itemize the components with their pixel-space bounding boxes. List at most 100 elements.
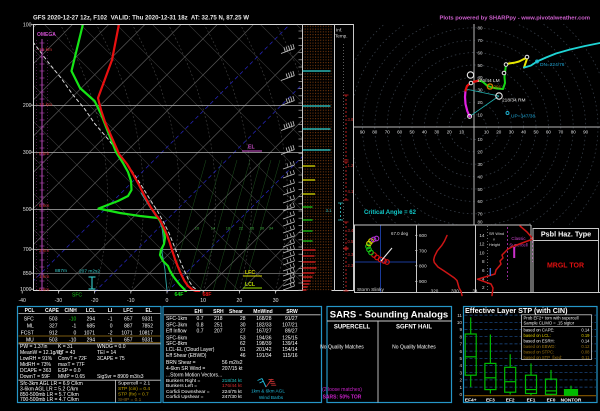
svg-text:9331: 9331 <box>142 317 153 323</box>
svg-text:27: 27 <box>240 328 246 334</box>
svg-text:30: 30 <box>434 130 440 135</box>
svg-text:30: 30 <box>240 323 246 329</box>
svg-text:5: 5 <box>459 356 462 361</box>
svg-text:3.1: 3.1 <box>326 208 332 213</box>
svg-text:0.12: 0.12 <box>581 344 590 349</box>
svg-text:168/28: 168/28 <box>256 316 272 322</box>
svg-text:DownT = 59F: DownT = 59F <box>20 374 50 380</box>
svg-text:139/14: 139/14 <box>282 341 298 347</box>
svg-text:based on CAPE:: based on CAPE: <box>524 327 555 332</box>
svg-text:3.4: 3.4 <box>348 228 354 233</box>
svg-text:176/44 kt: 176/44 kt <box>222 383 242 389</box>
svg-text:SUPERCELL: SUPERCELL <box>334 325 371 331</box>
svg-text:1.2: 1.2 <box>348 163 354 168</box>
svg-text:-1: -1 <box>108 317 113 323</box>
svg-text:320: 320 <box>431 288 439 293</box>
svg-text:- 12 km: - 12 km <box>36 102 52 108</box>
svg-text:LCL-EL (Cloud Layer): LCL-EL (Cloud Layer) <box>166 347 215 353</box>
svg-text:Supercell = 2.1: Supercell = 2.1 <box>118 381 150 387</box>
svg-text:Corfidi Downshear =: Corfidi Downshear = <box>166 389 210 395</box>
svg-text:-40: -40 <box>18 298 26 304</box>
svg-text:20: 20 <box>478 150 484 155</box>
svg-text:based on ESRH:: based on ESRH: <box>524 338 555 343</box>
svg-text:EF2: EF2 <box>506 398 515 404</box>
svg-text:107/21: 107/21 <box>282 323 298 329</box>
svg-text:4-6km SR Wind =: 4-6km SR Wind = <box>166 366 205 372</box>
svg-text:SRW: SRW <box>286 309 298 315</box>
svg-text:30: 30 <box>509 130 515 135</box>
svg-text:56 m2/s2: 56 m2/s2 <box>222 360 243 366</box>
svg-text:4: 4 <box>459 363 462 368</box>
svg-text:EL: EL <box>146 308 152 314</box>
svg-text:20: 20 <box>447 130 453 135</box>
svg-text:700: 700 <box>23 247 32 253</box>
svg-text:GFS 2020-12-27 12z, F102 VALI: GFS 2020-12-27 12z, F102 VALID: Thu 2020… <box>33 15 249 22</box>
svg-text:0: 0 <box>74 331 77 337</box>
svg-text:LCL: LCL <box>86 308 96 314</box>
svg-text:89/27: 89/27 <box>285 328 298 334</box>
svg-text:0: 0 <box>166 298 169 304</box>
svg-text:40: 40 <box>422 130 428 135</box>
svg-text:685: 685 <box>87 324 96 330</box>
svg-text:198/39: 198/39 <box>256 341 272 347</box>
svg-text:20: 20 <box>237 298 243 304</box>
svg-text:Bunkers Right =: Bunkers Right = <box>166 378 200 384</box>
svg-text:80: 80 <box>571 130 577 135</box>
svg-text:MnWind: MnWind <box>253 309 272 315</box>
svg-text:10: 10 <box>457 320 463 325</box>
svg-text:0.19: 0.19 <box>581 333 590 338</box>
svg-text:SR Wind: SR Wind <box>489 232 504 236</box>
svg-text:294: 294 <box>87 338 96 344</box>
svg-text:90: 90 <box>583 130 589 135</box>
svg-text:ESP = 0.0: ESP = 0.0 <box>58 368 81 374</box>
svg-text:-1: -1 <box>108 338 113 344</box>
svg-text:Shear: Shear <box>229 309 243 315</box>
svg-text:based on STPC:: based on STPC: <box>524 349 555 354</box>
svg-text:91/27: 91/27 <box>285 316 298 322</box>
svg-text:900: 900 <box>419 279 427 284</box>
svg-text:80: 80 <box>478 26 484 31</box>
svg-text:EF3: EF3 <box>486 398 495 404</box>
svg-text:14: 14 <box>479 233 485 238</box>
svg-text:- 6 km: - 6 km <box>36 203 49 209</box>
svg-text:0.14: 0.14 <box>581 338 590 343</box>
svg-text:Classic: Classic <box>511 236 526 241</box>
svg-text:DCAPE = 363: DCAPE = 363 <box>20 368 51 374</box>
svg-text:61: 61 <box>240 347 246 353</box>
svg-text:191/34: 191/34 <box>256 353 272 359</box>
svg-text:Psbl Haz. Type: Psbl Haz. Type <box>541 230 591 239</box>
svg-text:700: 700 <box>419 248 427 253</box>
svg-text:SARS - Sounding Analogs: SARS - Sounding Analogs <box>330 310 448 321</box>
svg-text:SRH: SRH <box>213 309 224 315</box>
svg-text:Prob EF2+ torn with supercell: Prob EF2+ torn with supercell <box>524 315 579 320</box>
svg-text:MU: MU <box>26 338 34 344</box>
svg-text:Sample CLIMO = .15 sigtor: Sample CLIMO = .15 sigtor <box>524 320 575 325</box>
svg-text:0.11: 0.11 <box>582 355 591 360</box>
svg-text:LFC: LFC <box>245 270 255 276</box>
svg-text:80: 80 <box>478 220 484 225</box>
svg-text:-10: -10 <box>69 338 76 344</box>
svg-text:EF0: EF0 <box>547 398 556 404</box>
svg-text:294: 294 <box>87 317 96 323</box>
svg-text:207: 207 <box>214 328 223 334</box>
svg-text:90: 90 <box>360 130 366 135</box>
svg-text:100: 100 <box>23 23 32 29</box>
svg-text:7852: 7852 <box>142 324 153 330</box>
svg-text:700-500mb LR = 4.7 C/km: 700-500mb LR = 4.7 C/km <box>20 397 79 403</box>
svg-text:70: 70 <box>478 38 484 43</box>
svg-text:70: 70 <box>478 212 484 217</box>
svg-text:8: 8 <box>459 334 462 339</box>
svg-text:26: 26 <box>250 226 255 231</box>
svg-text:OMEGA: OMEGA <box>37 32 56 38</box>
svg-text:887m: 887m <box>55 268 67 274</box>
svg-text:7: 7 <box>459 342 462 347</box>
svg-text:10: 10 <box>459 130 465 135</box>
svg-text:-10: -10 <box>127 298 135 304</box>
svg-text:STP (cin) = 0.4: STP (cin) = 0.4 <box>118 386 150 392</box>
svg-text:10: 10 <box>484 130 490 135</box>
svg-text:62: 62 <box>240 341 246 347</box>
svg-text:207/15 kt: 207/15 kt <box>222 366 243 372</box>
svg-text:600: 600 <box>419 233 427 238</box>
svg-text:SFC-6km: SFC-6km <box>166 335 187 341</box>
svg-text:SFC-8km: SFC-8km <box>166 341 187 347</box>
